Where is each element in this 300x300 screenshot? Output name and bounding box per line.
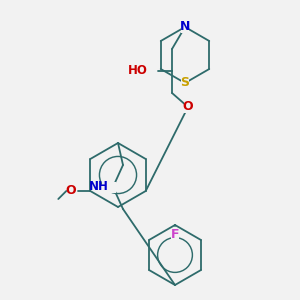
Text: S: S [181,76,190,89]
Text: O: O [65,184,76,197]
FancyBboxPatch shape [141,65,155,76]
FancyBboxPatch shape [67,185,74,197]
Text: NH: NH [89,181,109,194]
Text: O: O [183,100,193,113]
FancyBboxPatch shape [181,77,189,88]
FancyBboxPatch shape [181,22,189,32]
FancyBboxPatch shape [171,230,179,241]
Text: F: F [171,229,179,242]
Text: HO: HO [128,64,148,77]
Text: N: N [180,20,190,34]
FancyBboxPatch shape [102,182,116,193]
FancyBboxPatch shape [184,101,192,112]
